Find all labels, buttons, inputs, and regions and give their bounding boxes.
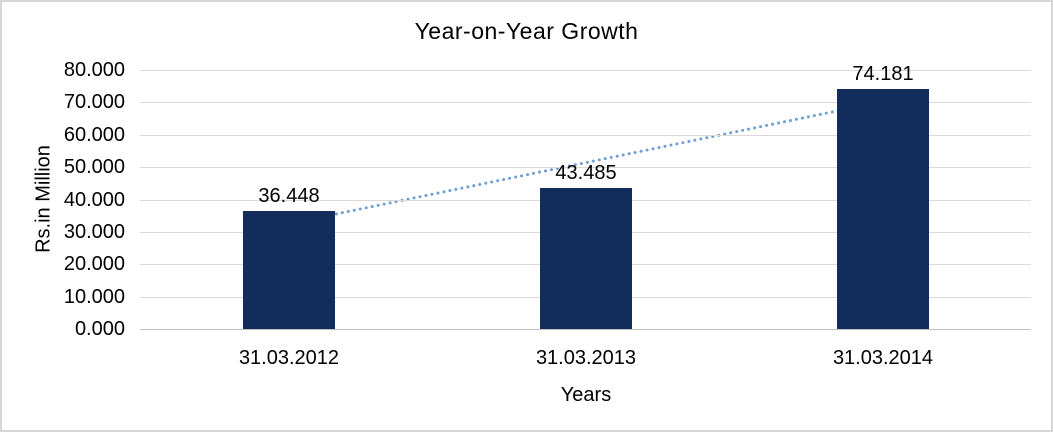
- y-tick-label: 50.000: [63, 156, 125, 178]
- bar: [243, 211, 335, 329]
- gridline: [140, 70, 1031, 71]
- x-category-label: 31.03.2012: [238, 347, 340, 369]
- x-category-label: 31.03.2014: [832, 347, 934, 369]
- y-tick-label: 40.000: [63, 189, 125, 211]
- chart-title: Year-on-Year Growth: [414, 18, 639, 44]
- gridline: [140, 167, 1031, 168]
- bar-data-label: 36.448: [258, 185, 320, 207]
- x-axis-title: Years: [560, 384, 612, 406]
- y-tick-label: 20.000: [63, 253, 125, 275]
- y-tick-label: 70.000: [63, 91, 125, 113]
- y-tick-label: 0.000: [74, 318, 125, 340]
- x-axis-line: [140, 329, 1031, 330]
- bar-data-label: 74.181: [852, 63, 914, 85]
- y-tick-label: 30.000: [63, 221, 125, 243]
- y-tick-label: 60.000: [63, 124, 125, 146]
- bar: [540, 188, 632, 329]
- y-tick-label: 10.000: [63, 286, 125, 308]
- y-tick-label: 80.000: [63, 59, 125, 81]
- bar-data-label: 43.485: [555, 162, 617, 184]
- x-category-label: 31.03.2013: [535, 347, 637, 369]
- gridline: [140, 135, 1031, 136]
- bar: [837, 89, 929, 329]
- gridline: [140, 102, 1031, 103]
